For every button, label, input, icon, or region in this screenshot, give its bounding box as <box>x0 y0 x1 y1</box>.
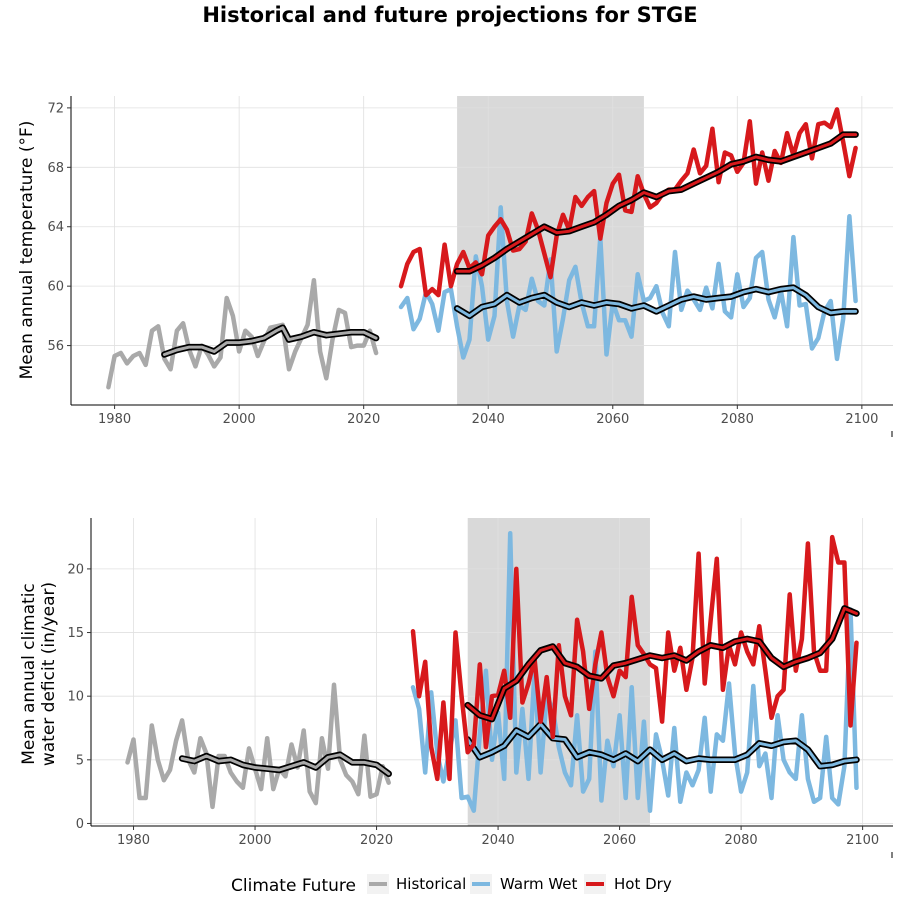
x-tick-label: 1980 <box>117 833 150 848</box>
series-line-hot-dry-smooth <box>455 133 858 273</box>
y-tick-label: 68 <box>47 161 64 176</box>
x-tick-label: 2020 <box>360 833 393 848</box>
series-line-historical-smooth <box>162 326 378 356</box>
temperature-panel: 1980 2000 2020 2040 2060 2080 2100 56 60 64 68 72 Me… <box>17 96 893 437</box>
legend-item-hot-dry: Hot Dry <box>584 874 672 894</box>
x-tick-label: 2020 <box>347 412 380 427</box>
y-tick-label: 60 <box>47 280 64 295</box>
legend-item-historical: Historical <box>367 874 466 894</box>
y-tick-label: 0 <box>76 817 84 832</box>
x-tick-label: 2040 <box>472 412 505 427</box>
series-line-hot-dry <box>410 534 859 782</box>
chart-title: Historical and future projections for ST… <box>202 3 697 27</box>
series-line-warm-wet <box>410 531 859 813</box>
series-line-hot-dry-smooth <box>466 606 858 721</box>
x-tick-label: 2100 <box>846 833 879 848</box>
y-tick-label: 5 <box>76 753 84 768</box>
y-axis-label: water deficit (in/year) <box>39 582 59 766</box>
y-tick-label: 56 <box>47 339 64 354</box>
x-tick-label: 2080 <box>725 833 758 848</box>
x-tick-label: 2040 <box>482 833 515 848</box>
y-tick-label: 64 <box>47 220 64 235</box>
y-tick-label: 20 <box>67 562 84 577</box>
legend-title: Climate Future <box>231 876 356 896</box>
y-tick-label: 72 <box>47 101 64 116</box>
y-tick-label: 10 <box>67 690 84 705</box>
x-tick-label: 2000 <box>238 833 271 848</box>
y-axis-label: Mean annual climatic <box>19 583 39 765</box>
x-tick-label: 2100 <box>845 412 878 427</box>
series-line-warm-wet-smooth <box>466 722 858 768</box>
water-deficit-panel: 1980 2000 2020 2040 2060 2080 2100 0 5 10 15 20 Mean… <box>19 518 893 858</box>
x-tick-label: 2060 <box>596 412 629 427</box>
y-axis-label: Mean annual temperature (°F) <box>17 121 37 380</box>
x-tick-label: 2000 <box>223 412 256 427</box>
y-tick-label: 15 <box>67 626 84 641</box>
x-tick-label: 2060 <box>603 833 636 848</box>
series-line-warm-wet-smooth <box>455 286 858 318</box>
legend-label-warm-wet: Warm Wet <box>500 875 578 893</box>
legend-item-warm-wet: Warm Wet <box>470 874 578 894</box>
legend-label-historical: Historical <box>396 875 466 893</box>
series-line-historical-smooth <box>180 753 391 776</box>
series-line-historical <box>125 682 391 810</box>
x-tick-label: 1980 <box>98 412 131 427</box>
legend: Climate Future Historical Warm Wet Hot D… <box>231 874 672 896</box>
x-tick-label: 2080 <box>721 412 754 427</box>
legend-label-hot-dry: Hot Dry <box>614 875 672 893</box>
